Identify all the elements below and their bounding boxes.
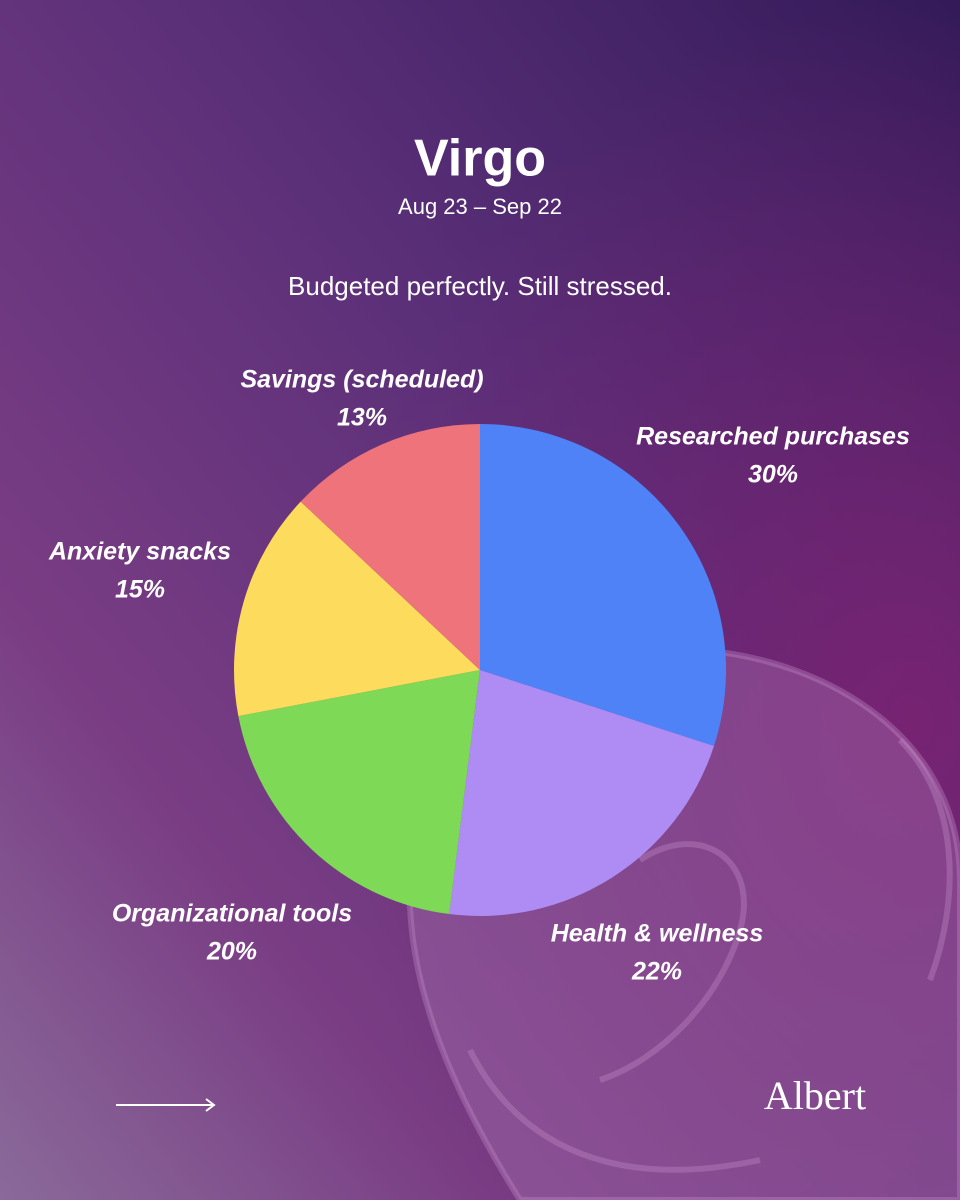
slice-label: Savings (scheduled) (240, 366, 483, 394)
slice-label: Anxiety snacks (48, 538, 231, 566)
slice-value-label: 22% (631, 958, 682, 986)
pie-slice (233, 501, 480, 717)
slice-label: Organizational tools (112, 900, 352, 928)
pie-slice (480, 424, 726, 747)
slice-label: Researched purchases (636, 423, 910, 451)
arrow (116, 1098, 216, 1112)
slice-value-label: 15% (115, 576, 165, 604)
slice-value-label: 13% (337, 404, 387, 432)
slice-value-label: 20% (206, 938, 257, 966)
brand: Albert (764, 1073, 866, 1118)
pie-slice (449, 670, 714, 916)
pie-slice (300, 424, 480, 670)
title: Virgo (414, 130, 546, 188)
pie-slice (238, 670, 480, 915)
slice-value-label: 30% (748, 461, 798, 489)
slice-label: Health & wellness (551, 920, 764, 948)
subtitle: Aug 23 – Sep 22 (398, 194, 562, 219)
annotation: Budgeted perfectly. Still stressed. (288, 271, 672, 301)
